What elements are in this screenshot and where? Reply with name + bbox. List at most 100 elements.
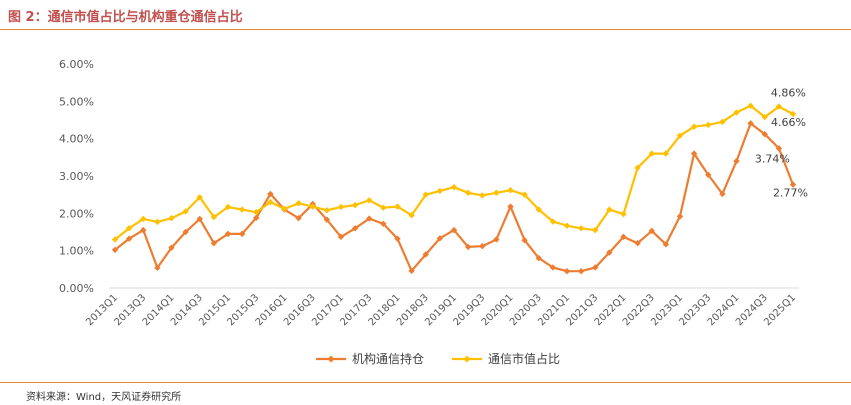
figure-title: 图 2：通信市值占比与机构重仓通信占比 — [8, 10, 243, 25]
series-0-point — [253, 214, 260, 222]
series-line-1 — [114, 104, 794, 241]
series-0-point — [422, 251, 429, 258]
y-tick-label: 1.00% — [59, 245, 94, 258]
series-1-point — [224, 203, 232, 211]
series-0-point — [662, 241, 670, 248]
plot-area — [111, 102, 797, 275]
line-chart: 0.00% 1.00% 2.00% 3.00% 4.00% 5.00% 6.00% 2013… — [59, 58, 808, 366]
series-1-point — [253, 209, 260, 216]
series-0-point — [493, 236, 500, 243]
series-1-point — [267, 198, 274, 206]
y-tick-label: 0.00% — [59, 282, 94, 295]
series-0-point — [690, 150, 698, 157]
series-0-point — [337, 233, 345, 241]
series-0-point — [507, 203, 514, 210]
series-1-point — [196, 194, 203, 201]
series-0-point — [789, 181, 797, 188]
series-1-point — [140, 215, 147, 223]
data-labels: 4.86% 4.66% 3.74% 2.77% — [755, 87, 808, 200]
series-1-point — [606, 206, 613, 213]
series-1-point — [662, 150, 670, 157]
series-1-point — [719, 118, 726, 126]
series-1-point — [464, 189, 472, 196]
series-1-point — [295, 200, 302, 207]
y-tick-label: 4.00% — [59, 133, 94, 146]
legend-label: 通信市值占比 — [488, 351, 560, 366]
series-1-point — [521, 191, 528, 198]
x-axis: 2013Q12013Q32014Q12014Q32015Q12015Q32016… — [84, 287, 799, 328]
series-0-point — [761, 130, 768, 138]
series-1-point — [351, 201, 359, 209]
series-0-point — [775, 145, 783, 152]
series-1-point — [493, 189, 500, 196]
series-1-point — [337, 203, 345, 211]
series-0-point — [394, 235, 401, 242]
series-0-point — [705, 171, 712, 179]
series-1-point — [238, 206, 246, 213]
data-label: 2.77% — [773, 187, 808, 200]
series-0-point — [111, 246, 119, 254]
series-1-point — [154, 218, 161, 226]
series-1-point — [705, 121, 712, 129]
series-0-point — [436, 235, 444, 242]
series-0-point — [238, 230, 246, 238]
data-label: 4.66% — [771, 116, 806, 129]
series-0-point — [577, 268, 585, 275]
series-0-point — [563, 268, 571, 275]
series-0-point — [168, 244, 175, 251]
series-1-point — [789, 110, 797, 118]
series-0-point — [592, 264, 599, 271]
series-0-point — [521, 237, 528, 244]
series-1-point — [634, 164, 641, 171]
series-0-point — [196, 215, 203, 223]
series-0-point — [535, 254, 542, 262]
y-axis: 0.00% 1.00% 2.00% 3.00% 4.00% 5.00% 6.00% — [59, 58, 94, 295]
series-0-point — [210, 240, 218, 247]
series-0-point — [323, 216, 331, 223]
series-1-point — [747, 102, 754, 110]
series-0-point — [295, 214, 302, 222]
series-0-point — [182, 228, 189, 236]
data-label: 3.74% — [755, 152, 790, 165]
series-1-point — [479, 192, 486, 199]
x-tick-label: 2025Q1 — [762, 292, 798, 328]
series-1-point — [549, 218, 557, 225]
series-1-point — [577, 225, 585, 232]
y-tick-label: 2.00% — [59, 207, 94, 220]
series-0-point — [620, 233, 627, 241]
series-1-point — [168, 214, 175, 222]
y-tick-label: 5.00% — [59, 95, 94, 108]
series-1-point — [111, 236, 119, 243]
series-0-point — [676, 213, 684, 220]
series-1-point — [676, 132, 684, 139]
series-1-point — [648, 150, 655, 157]
series-1-point — [366, 197, 373, 204]
series-1-point — [535, 206, 542, 213]
data-label: 4.86% — [771, 87, 806, 100]
series-0-point — [648, 227, 655, 235]
legend-item-1: 通信市值占比 — [452, 351, 560, 366]
series-1-point — [733, 109, 740, 116]
series-0-point — [606, 249, 613, 256]
top-divider — [0, 29, 851, 30]
series-1-point — [182, 208, 189, 215]
legend-label: 机构通信持仓 — [352, 351, 424, 366]
series-1-point — [775, 103, 783, 110]
series-0-point — [408, 267, 415, 275]
series-0-point — [224, 230, 232, 238]
series-1-point — [620, 210, 627, 218]
series-0-point — [366, 215, 373, 222]
series-0-point — [125, 235, 133, 242]
series-0-point — [464, 243, 472, 251]
source-note: 资料来源：Wind，天风证券研究所 — [26, 392, 182, 403]
series-0-point — [450, 226, 458, 234]
series-1-point — [281, 205, 288, 213]
series-0-point — [634, 240, 641, 247]
series-0-point — [140, 226, 147, 234]
series-0-point — [733, 157, 740, 165]
series-0-point — [479, 242, 486, 250]
series-1-point — [323, 207, 331, 214]
series-1-point — [309, 203, 316, 210]
series-1-point — [380, 204, 387, 211]
series-1-point — [690, 123, 698, 130]
